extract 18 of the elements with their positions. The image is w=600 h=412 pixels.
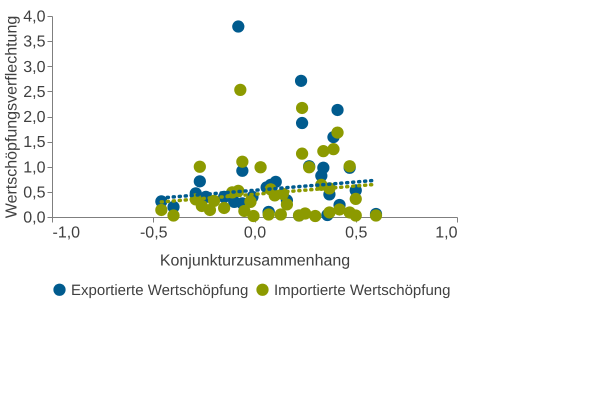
x-tick-label: -1,0	[52, 224, 80, 242]
x-tick-label: -0,5	[140, 224, 168, 242]
y-tick-label: 0,5	[23, 184, 46, 202]
y-tick-label: 2,5	[23, 84, 46, 101]
legend-label: Importierte Wertschöpfung	[274, 282, 450, 299]
y-tick-label: 1,5	[23, 134, 46, 152]
x-tick-label: 0,0	[244, 224, 266, 242]
x-tick-label: 0,5	[345, 224, 368, 242]
y-tick-label: 4,0	[23, 8, 46, 26]
y-tick-label: 0,0	[23, 210, 46, 226]
x-tick-label: 1,0	[435, 224, 458, 242]
x-axis-title: Konjunkturzusammenhang	[160, 252, 350, 270]
y-axis-title: Wertschöpfungsverflechtung	[3, 16, 20, 218]
legend-label: Exportierte Wertschöpfung	[71, 282, 248, 299]
y-tick-label: 2,0	[23, 109, 46, 126]
y-tick-label: 3,5	[23, 34, 46, 51]
y-tick-label: 1,0	[23, 159, 46, 176]
y-tick-label: 3,0	[23, 58, 46, 76]
